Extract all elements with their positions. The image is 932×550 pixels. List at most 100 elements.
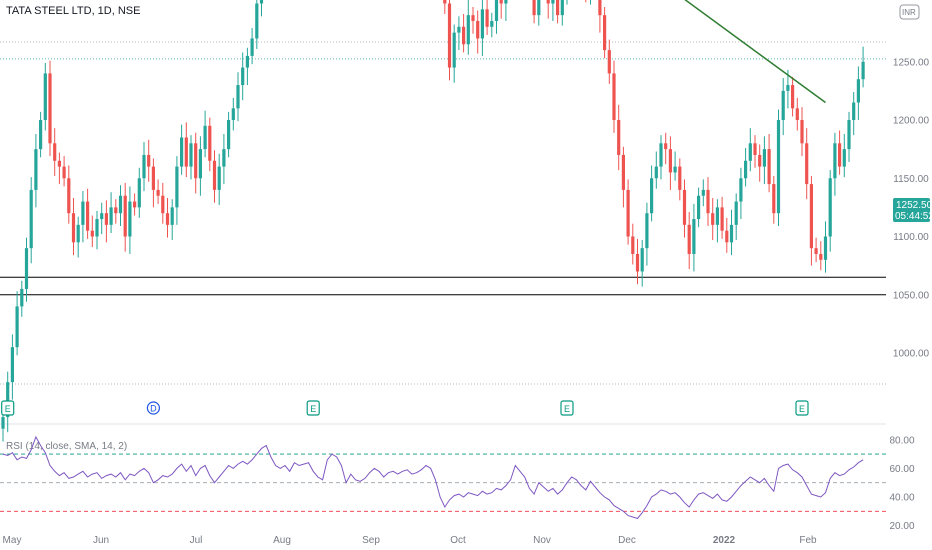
candle-body xyxy=(767,149,771,185)
candle-body xyxy=(682,189,687,225)
rsi-label: RSI (14, close, SMA, 14, 2) xyxy=(6,441,127,452)
candle-body xyxy=(668,149,672,173)
candle-body xyxy=(762,149,766,167)
price-tag: 1252.50 05:44:52 xyxy=(893,198,932,222)
candle-body xyxy=(532,0,536,16)
candle-body xyxy=(170,207,174,225)
earnings-marker-label: E xyxy=(564,404,570,414)
earnings-marker-label: E xyxy=(5,404,11,414)
candle-body xyxy=(1,417,5,429)
candle-body xyxy=(466,15,470,45)
candle-body xyxy=(250,38,254,56)
candle-body xyxy=(29,189,33,249)
trendline xyxy=(684,0,826,104)
candle-body xyxy=(720,207,724,231)
candle-body xyxy=(104,213,108,225)
candle-body xyxy=(640,248,644,272)
candle-body xyxy=(758,154,762,167)
support-lines xyxy=(0,276,886,296)
time-tick-label: Nov xyxy=(533,535,551,546)
candle-body xyxy=(480,9,484,39)
candle-body xyxy=(133,201,137,208)
candle-body xyxy=(34,149,38,190)
candle-body xyxy=(259,0,264,4)
currency-badge[interactable]: INR xyxy=(899,4,920,20)
candle-body xyxy=(621,154,625,190)
candle-body xyxy=(715,207,719,225)
candle-body xyxy=(805,143,809,185)
candle-body xyxy=(109,207,113,225)
candle-body xyxy=(165,213,170,225)
candle-body xyxy=(847,120,851,150)
candle-body xyxy=(744,160,748,179)
price-tick-label: 1250.00 xyxy=(893,57,930,68)
candle-body xyxy=(457,26,461,33)
candle-body xyxy=(471,15,475,21)
rsi-tick-label: 80.00 xyxy=(889,435,914,446)
candle-body xyxy=(20,288,24,307)
candle-body xyxy=(725,230,729,243)
candle-body xyxy=(697,195,701,220)
trendline-group[interactable] xyxy=(313,0,826,104)
time-tick-label: 2022 xyxy=(713,535,736,546)
rsi-pane: RSI (14, close, SMA, 14, 2) xyxy=(0,435,886,520)
candle-body xyxy=(772,184,776,214)
grid-lines xyxy=(0,41,886,425)
candle-body xyxy=(791,85,795,109)
candle-body xyxy=(499,0,503,4)
time-tick-label: Aug xyxy=(273,535,291,546)
candle-body xyxy=(48,73,52,144)
candle-body xyxy=(490,20,494,27)
candle-body xyxy=(800,120,804,144)
earnings-marker xyxy=(1,400,15,416)
candle-body xyxy=(161,195,165,214)
candle-body xyxy=(861,61,865,80)
candle-body xyxy=(546,0,550,4)
candle-body xyxy=(476,20,480,39)
rsi-line xyxy=(2,435,864,520)
earnings-marker-label: E xyxy=(310,404,316,414)
candle-body xyxy=(67,178,71,214)
candle-body xyxy=(6,382,10,418)
candle-body xyxy=(692,219,696,254)
time-axis[interactable]: May Jun Jul Aug Sep Oct Nov Dec 2022 Feb xyxy=(3,535,818,546)
candle-body xyxy=(617,120,621,155)
candles xyxy=(1,0,865,442)
candle-body xyxy=(485,9,489,27)
candle-body xyxy=(776,120,781,214)
candle-body xyxy=(255,3,259,39)
candle-body xyxy=(198,149,202,179)
candle-body xyxy=(142,154,146,179)
price-tag-bg xyxy=(893,198,930,222)
candle-body xyxy=(123,195,127,237)
candle-body xyxy=(607,50,611,74)
candle-body xyxy=(15,306,19,348)
candle-body xyxy=(10,347,14,383)
candle-body xyxy=(212,160,217,190)
candle-body xyxy=(687,224,691,254)
candle-body xyxy=(654,166,658,179)
candle-body xyxy=(156,189,160,196)
candle-body xyxy=(245,55,249,68)
candle-body xyxy=(664,143,668,150)
time-tick-label: May xyxy=(3,535,22,546)
price-axis[interactable]: 1000.00 1050.00 1100.00 1150.00 1200.00 1250.… xyxy=(889,57,929,532)
candle-body xyxy=(739,178,743,202)
time-tick-label: Sep xyxy=(362,535,380,546)
candle-body xyxy=(184,137,188,167)
candle-body xyxy=(57,160,61,167)
candle-body xyxy=(856,79,860,103)
candle-body xyxy=(128,201,132,237)
candle-body xyxy=(645,213,649,249)
candle-body xyxy=(842,149,846,167)
candle-body xyxy=(838,143,842,167)
candle-body xyxy=(71,213,76,243)
candle-body xyxy=(551,0,555,4)
candle-body xyxy=(452,32,456,68)
candle-body xyxy=(194,143,198,179)
time-tick-label: Dec xyxy=(618,535,636,546)
dividend-marker xyxy=(146,401,160,415)
candle-body xyxy=(814,248,818,254)
